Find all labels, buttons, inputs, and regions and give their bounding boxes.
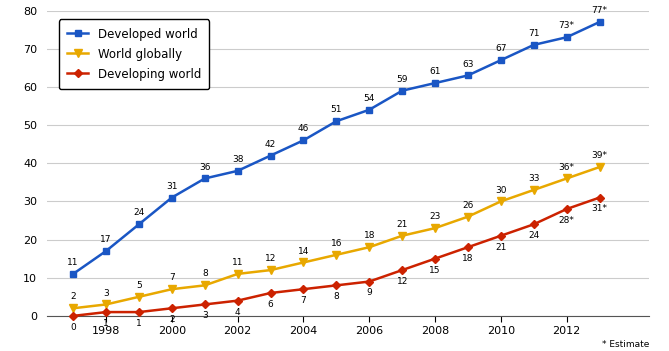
Text: 12: 12 xyxy=(265,254,276,263)
Text: 51: 51 xyxy=(330,105,342,114)
Text: 18: 18 xyxy=(363,231,375,240)
Text: 14: 14 xyxy=(298,247,309,256)
Text: 1: 1 xyxy=(136,319,142,328)
Text: 5: 5 xyxy=(136,281,142,290)
Text: 31: 31 xyxy=(166,182,177,191)
Text: * Estimate: * Estimate xyxy=(601,340,649,349)
Text: 67: 67 xyxy=(495,44,506,53)
Text: 17: 17 xyxy=(100,235,112,244)
Text: 24: 24 xyxy=(528,231,539,240)
Text: 26: 26 xyxy=(462,201,474,210)
Text: 38: 38 xyxy=(232,155,244,164)
Text: 9: 9 xyxy=(367,289,372,297)
Text: 7: 7 xyxy=(300,296,306,305)
Text: 36: 36 xyxy=(199,163,211,172)
Text: 2: 2 xyxy=(70,292,76,302)
Text: 63: 63 xyxy=(462,60,474,68)
Text: 8: 8 xyxy=(333,292,339,301)
Text: 73*: 73* xyxy=(559,21,575,31)
Legend: Developed world, World globally, Developing world: Developed world, World globally, Develop… xyxy=(59,20,209,89)
Text: 7: 7 xyxy=(169,273,175,282)
Text: 12: 12 xyxy=(397,277,408,286)
Text: 39*: 39* xyxy=(591,151,607,160)
Text: 2: 2 xyxy=(169,315,175,324)
Text: 33: 33 xyxy=(528,174,539,183)
Text: 21: 21 xyxy=(495,243,506,252)
Text: 42: 42 xyxy=(265,140,276,149)
Text: 6: 6 xyxy=(268,300,274,309)
Text: 23: 23 xyxy=(429,212,441,221)
Text: 18: 18 xyxy=(462,254,474,263)
Text: 16: 16 xyxy=(330,239,342,248)
Text: 4: 4 xyxy=(235,307,240,317)
Text: 11: 11 xyxy=(232,258,244,267)
Text: 15: 15 xyxy=(429,265,441,274)
Text: 77*: 77* xyxy=(591,6,607,15)
Text: 71: 71 xyxy=(528,29,539,38)
Text: 54: 54 xyxy=(363,94,375,103)
Text: 46: 46 xyxy=(298,125,309,133)
Text: 31*: 31* xyxy=(591,204,607,213)
Text: 28*: 28* xyxy=(559,216,575,225)
Text: 0: 0 xyxy=(70,323,76,332)
Text: 3: 3 xyxy=(202,311,207,320)
Text: 1: 1 xyxy=(103,319,109,328)
Text: 24: 24 xyxy=(133,208,145,217)
Text: 61: 61 xyxy=(429,67,441,76)
Text: 36*: 36* xyxy=(559,163,575,172)
Text: 30: 30 xyxy=(495,186,506,194)
Text: 59: 59 xyxy=(397,75,408,84)
Text: 8: 8 xyxy=(202,270,207,278)
Text: 3: 3 xyxy=(103,289,109,298)
Text: 11: 11 xyxy=(68,258,79,267)
Text: 21: 21 xyxy=(397,220,408,229)
